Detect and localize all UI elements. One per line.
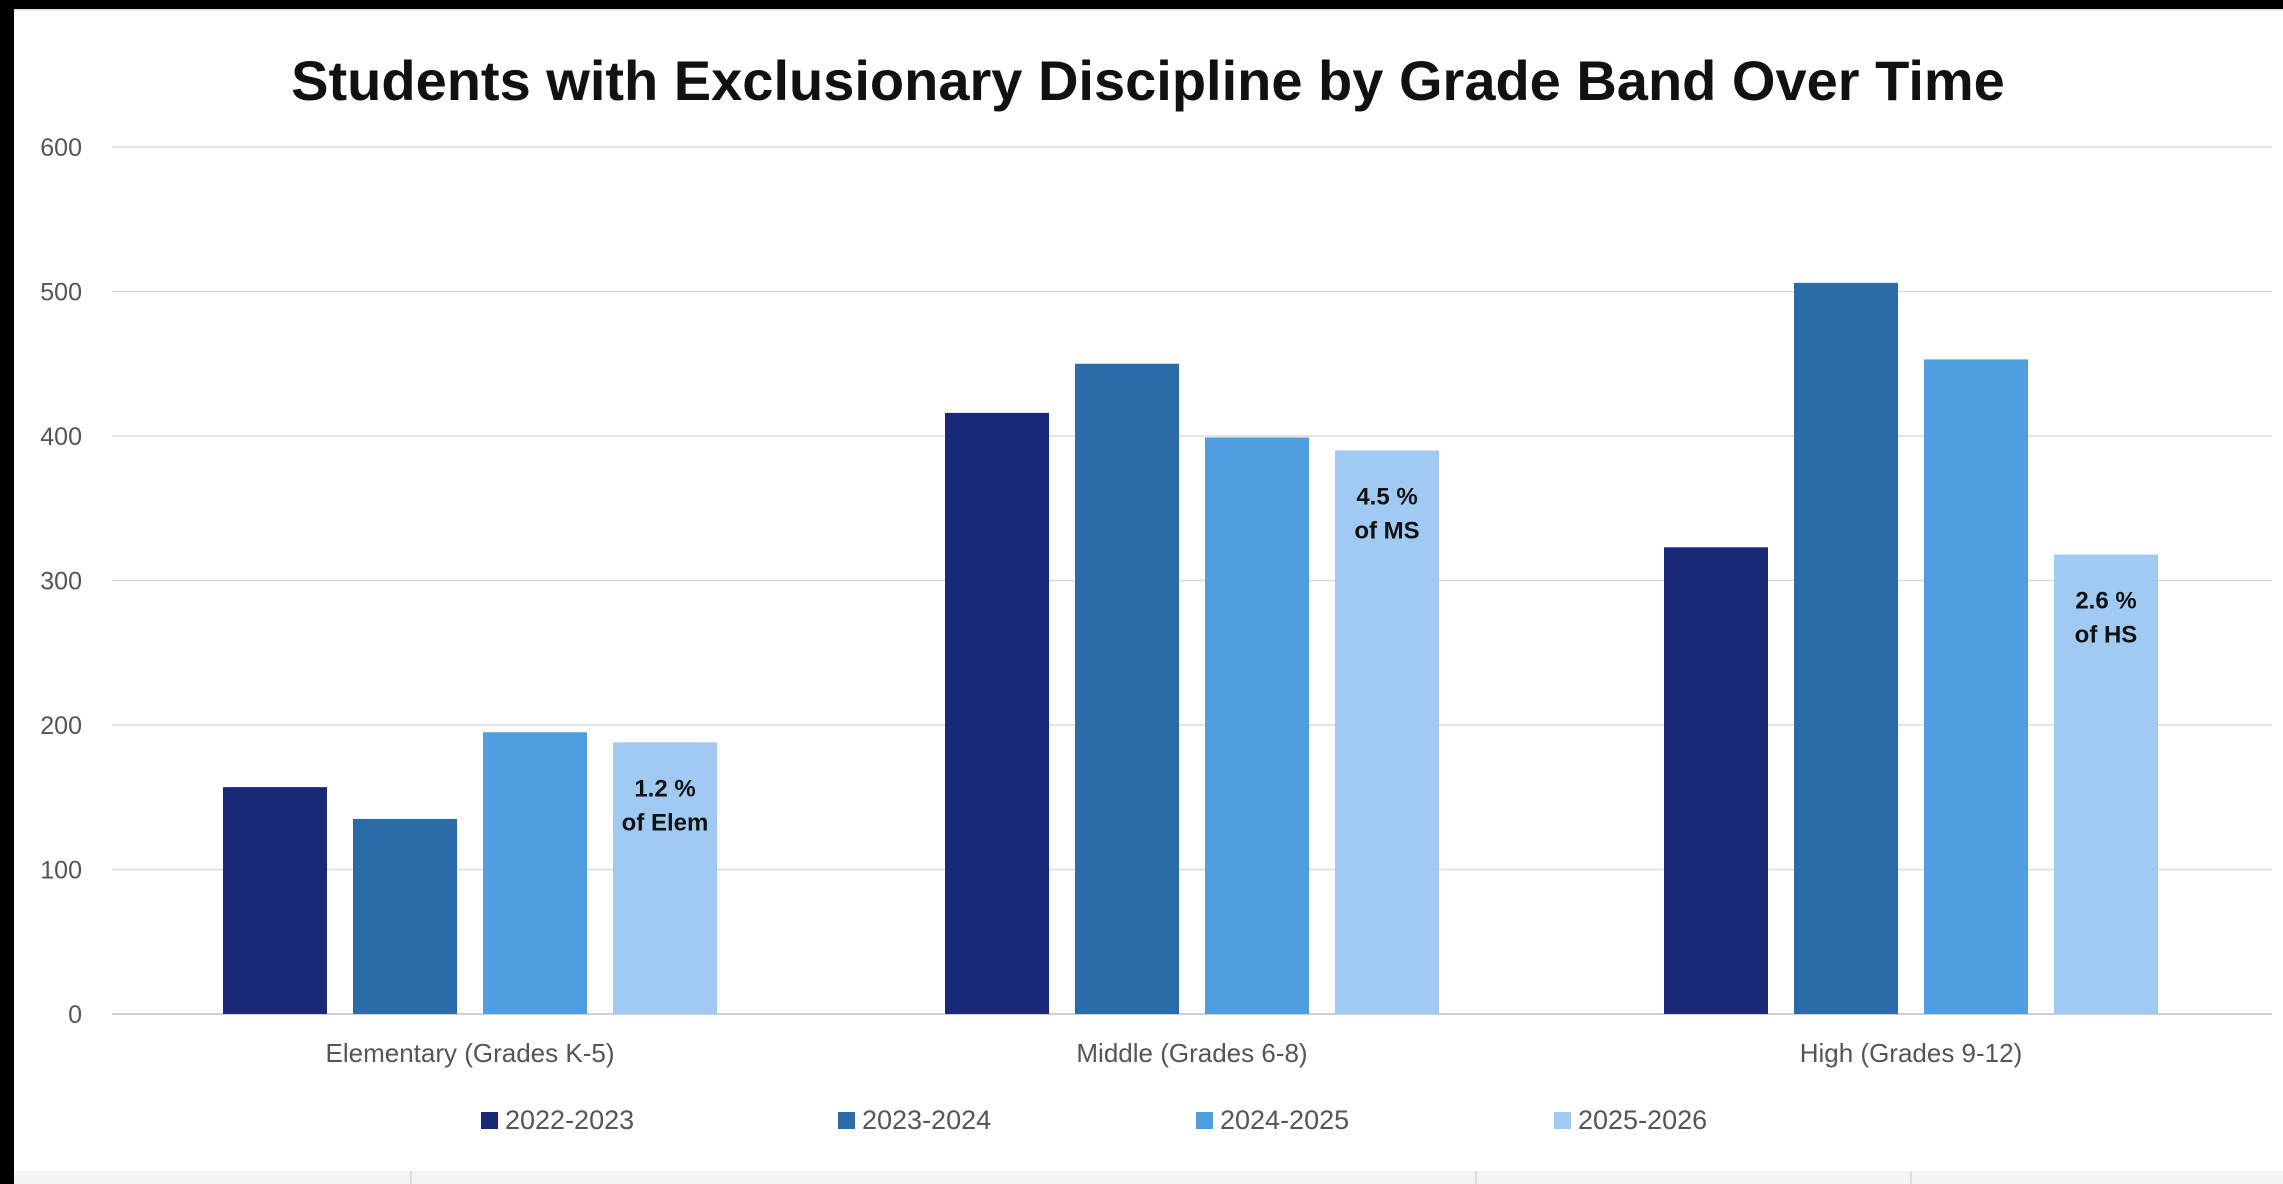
annotations: 1.2 % of Elem 4.5 % of MS 2.6 % of HS bbox=[622, 483, 2138, 836]
annotation-label: of MS bbox=[1354, 517, 1419, 544]
legend-label: 2023-2024 bbox=[862, 1105, 991, 1135]
y-tick-label: 500 bbox=[40, 279, 82, 307]
bars bbox=[223, 282, 2158, 1015]
legend-label: 2025-2026 bbox=[1578, 1105, 1707, 1135]
y-tick-label: 0 bbox=[68, 1001, 82, 1029]
bar bbox=[945, 412, 1049, 1014]
strip-divider bbox=[1910, 1171, 1912, 1184]
strip-divider bbox=[1475, 1171, 1477, 1184]
legend-label: 2024-2025 bbox=[1220, 1105, 1349, 1135]
legend-swatch bbox=[1196, 1112, 1213, 1129]
x-axis-labels: Elementary (Grades K-5) Middle (Grades 6-… bbox=[326, 1038, 2023, 1068]
bar bbox=[353, 818, 457, 1014]
y-tick-label: 200 bbox=[40, 712, 82, 740]
bar bbox=[1664, 547, 1768, 1014]
y-tick-label: 600 bbox=[40, 134, 82, 162]
legend-swatch bbox=[481, 1112, 498, 1129]
gridlines bbox=[112, 146, 2272, 1015]
x-tick-label: High (Grades 9-12) bbox=[1800, 1038, 2023, 1068]
legend-item: 2023-2024 bbox=[838, 1105, 991, 1135]
y-tick-label: 300 bbox=[40, 568, 82, 596]
annotation-label: of HS bbox=[2075, 621, 2138, 648]
legend: 2022-2023 2023-2024 2024-2025 2025-2026 bbox=[481, 1105, 1707, 1135]
bar bbox=[613, 742, 717, 1014]
y-tick-label: 400 bbox=[40, 423, 82, 451]
x-tick-label: Elementary (Grades K-5) bbox=[326, 1038, 615, 1068]
bar bbox=[223, 787, 327, 1014]
annotation-label: 2.6 % bbox=[2075, 587, 2136, 614]
legend-label: 2022-2023 bbox=[505, 1105, 634, 1135]
legend-swatch bbox=[1554, 1112, 1571, 1129]
bar bbox=[2054, 554, 2158, 1014]
annotation-label: 1.2 % bbox=[634, 775, 695, 802]
chart-title: Students with Exclusionary Discipline by… bbox=[291, 49, 2005, 112]
y-tick-label: 100 bbox=[40, 857, 82, 885]
bottom-strip bbox=[14, 1171, 2283, 1184]
bar bbox=[1794, 282, 1898, 1015]
legend-swatch bbox=[838, 1112, 855, 1129]
strip-divider bbox=[410, 1171, 412, 1184]
legend-item: 2022-2023 bbox=[481, 1105, 634, 1135]
bar bbox=[1075, 363, 1179, 1014]
annotation-label: 4.5 % bbox=[1356, 483, 1417, 510]
bar bbox=[483, 732, 587, 1014]
x-tick-label: Middle (Grades 6-8) bbox=[1076, 1038, 1307, 1068]
annotation-label: of Elem bbox=[622, 809, 709, 836]
legend-item: 2024-2025 bbox=[1196, 1105, 1349, 1135]
legend-item: 2025-2026 bbox=[1554, 1105, 1707, 1135]
bar bbox=[1924, 359, 2028, 1014]
bar bbox=[1205, 437, 1309, 1014]
y-axis-ticks: 0 100 200 300 400 500 600 bbox=[40, 134, 82, 1029]
bar bbox=[1335, 450, 1439, 1014]
